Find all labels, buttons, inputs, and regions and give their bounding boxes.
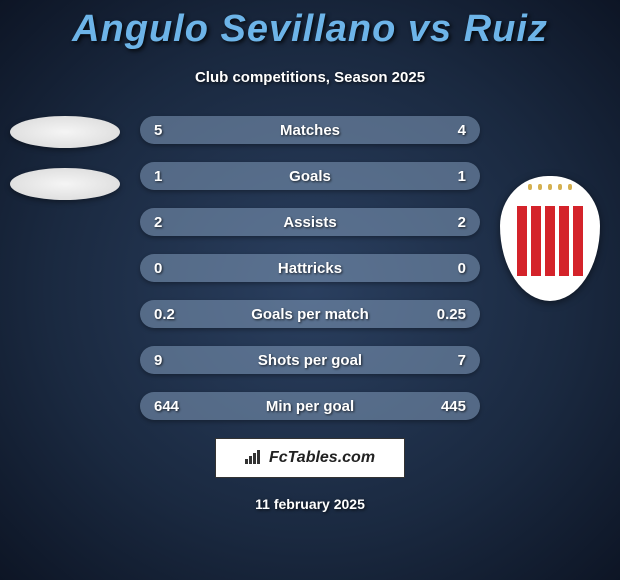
crest-stripes [510,206,590,276]
stat-row-hattricks: 0 Hattricks 0 [140,254,480,282]
club-crest-icon [500,176,600,301]
comparison-subtitle: Club competitions, Season 2025 [0,69,620,86]
stat-right-value: 445 [406,398,466,415]
stat-left-value: 644 [154,398,214,415]
chart-icon [245,450,263,467]
content-area: 5 Matches 4 1 Goals 1 2 Assists 2 0 Hatt… [0,116,620,420]
stat-right-value: 4 [406,122,466,139]
stat-right-value: 7 [406,352,466,369]
stat-left-value: 2 [154,214,214,231]
footer-brand-text: FcTables.com [269,449,375,467]
stat-label: Shots per goal [214,352,406,369]
stat-row-goals-per-match: 0.2 Goals per match 0.25 [140,300,480,328]
stat-row-min-per-goal: 644 Min per goal 445 [140,392,480,420]
stat-row-goals: 1 Goals 1 [140,162,480,190]
left-badge-oval-1 [10,116,120,148]
comparison-title: Angulo Sevillano vs Ruiz [0,0,620,51]
stat-right-value: 0.25 [406,306,466,323]
stat-right-value: 0 [406,260,466,277]
stat-left-value: 5 [154,122,214,139]
stat-left-value: 1 [154,168,214,185]
stat-row-assists: 2 Assists 2 [140,208,480,236]
stat-right-value: 1 [406,168,466,185]
stat-left-value: 9 [154,352,214,369]
stat-row-shots-per-goal: 9 Shots per goal 7 [140,346,480,374]
stat-right-value: 2 [406,214,466,231]
date-text: 11 february 2025 [0,496,620,512]
stat-label: Goals per match [214,306,406,323]
stats-table: 5 Matches 4 1 Goals 1 2 Assists 2 0 Hatt… [140,116,480,420]
stat-label: Min per goal [214,398,406,415]
stat-label: Assists [214,214,406,231]
stat-label: Goals [214,168,406,185]
stat-left-value: 0 [154,260,214,277]
right-player-badge [500,176,610,301]
stat-row-matches: 5 Matches 4 [140,116,480,144]
stat-left-value: 0.2 [154,306,214,323]
stat-label: Matches [214,122,406,139]
crest-top-decor [525,184,575,202]
left-player-badges [10,116,130,220]
left-badge-oval-2 [10,168,120,200]
footer-brand[interactable]: FcTables.com [215,438,405,478]
stat-label: Hattricks [214,260,406,277]
